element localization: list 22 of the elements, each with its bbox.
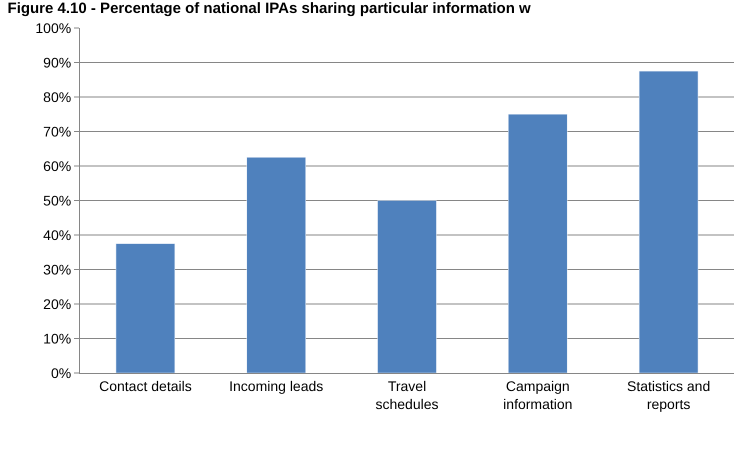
bar (638, 70, 698, 373)
y-tick-label: 10% (43, 330, 72, 346)
x-tick-label: Statistics and reports (626, 378, 710, 412)
x-tick-label: Incoming leads (229, 378, 324, 394)
bar (246, 157, 306, 373)
x-tick-label: Travel schedules (375, 378, 439, 412)
y-tick-label: 50% (43, 192, 72, 208)
y-tick-label: 60% (43, 158, 72, 174)
y-tick-label: 40% (43, 226, 72, 243)
y-tick-label: 30% (43, 261, 72, 278)
y-tick-label: 20% (43, 296, 72, 312)
x-tick-label: Campaign information (503, 378, 572, 412)
x-tick-label: Contact details (99, 378, 192, 394)
y-tick-label: 70% (43, 123, 72, 140)
y-tick-label: 80% (43, 88, 72, 105)
bar (508, 114, 568, 373)
bar (116, 243, 176, 373)
bar (377, 200, 437, 373)
y-tick-label: 90% (43, 54, 72, 70)
y-tick-label: 100% (35, 20, 72, 36)
y-tick-label: 0% (50, 364, 72, 381)
chart-title: Figure 4.10 - Percentage of national IPAs sharing particular information w (8, 0, 532, 17)
